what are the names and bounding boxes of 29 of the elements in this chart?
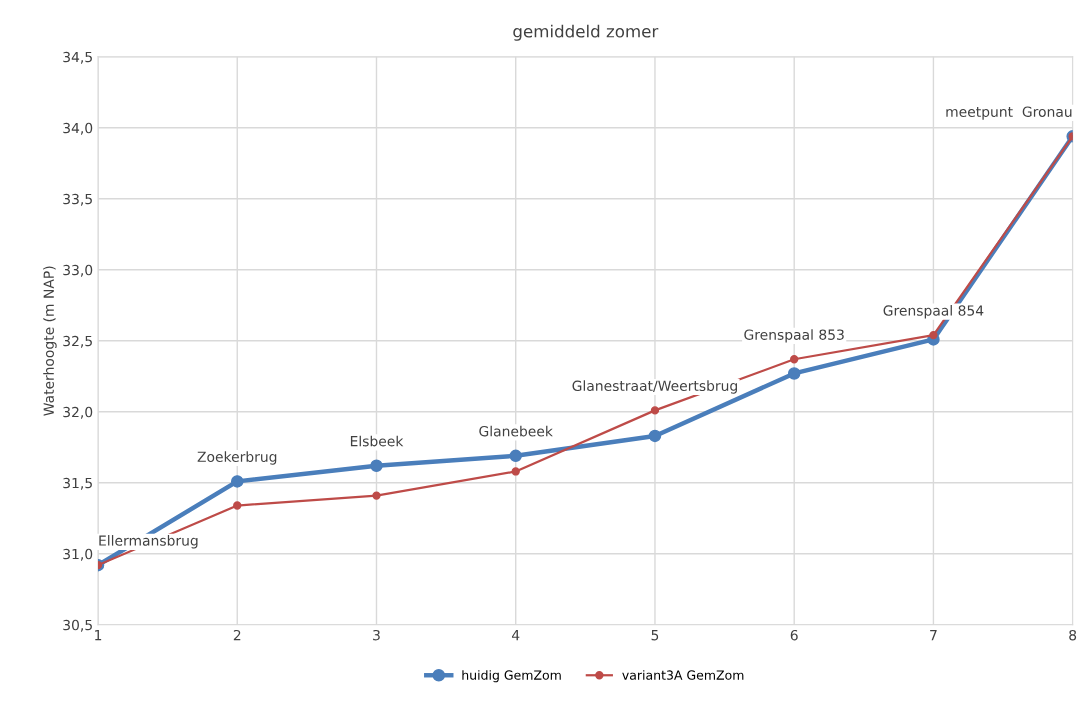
y-tick-label: 31,0 [63, 548, 93, 561]
x-tick-label: 1 [95, 630, 102, 641]
y-tick-label: 32,0 [63, 406, 93, 419]
x-tick-label: 4 [511, 630, 520, 641]
y-tick-label: 33,5 [63, 193, 92, 206]
y-tick-label: 34,0 [63, 122, 93, 135]
annotation: meetpunt Gronau [946, 106, 1072, 120]
y-tick-label: 33,0 [63, 264, 93, 277]
legend-label: huidig GemZom [462, 670, 561, 683]
x-tick-label: 5 [651, 630, 659, 641]
x-tick-label: 6 [790, 629, 798, 641]
x-tick-label: 3 [373, 629, 380, 641]
annotation: Grenspaal 854 [883, 305, 984, 319]
y-tick-label: 31,5 [63, 477, 92, 490]
y-axis-title: Waterhoogte (m NAP) [43, 266, 57, 416]
y-tick-label: 32,5 [63, 335, 92, 348]
annotation: Elsbeek [350, 435, 404, 447]
annotation: Zoekerbrug [197, 451, 277, 465]
annotation: Grenspaal 853 [744, 329, 844, 343]
legend-label: variant3A GemZom [622, 670, 744, 680]
y-tick-label: 30,5 [63, 619, 92, 632]
x-tick-label: 2 [233, 629, 241, 641]
y-tick-label: 34,5 [63, 51, 92, 64]
annotation: Glanebeek [479, 425, 553, 437]
annotation: Ellermansbrug [99, 535, 198, 549]
x-tick-label: 8 [1069, 629, 1077, 641]
annotation: Glanestraat/Weertsbrug [572, 380, 737, 394]
chart-title: gemiddeld zomer [513, 24, 659, 41]
x-tick-label: 7 [930, 630, 937, 641]
